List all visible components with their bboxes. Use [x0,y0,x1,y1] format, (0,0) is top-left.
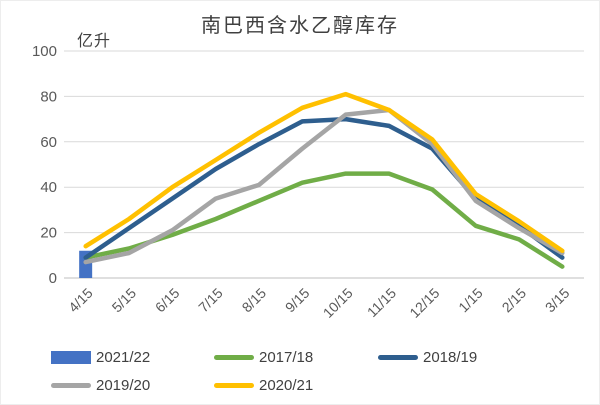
legend-label: 2020/21 [259,376,314,394]
legend-label: 2017/18 [259,348,314,366]
legend-swatch-2020/21 [214,382,254,388]
x-tick-label: 4/15 [65,285,96,316]
x-tick-label: 7/15 [195,285,226,316]
series-line-2019/20 [83,107,565,265]
series-line-2020/21 [83,91,565,254]
y-axis-unit-label: 亿升 [77,31,112,50]
legend-item-2020/21: 2020/21 [214,376,314,394]
legend-swatch-2017/18 [214,354,254,360]
x-tick-label: 9/15 [282,285,313,316]
x-tick-label: 6/15 [152,285,183,316]
chart-title: 南巴西含水乙醇库存 [201,13,399,37]
x-tick-label: 8/15 [239,285,270,316]
x-tick-label: 10/15 [320,285,356,321]
legend-swatch-2019/20 [51,382,91,388]
y-tick-label: 20 [40,225,57,242]
y-tick-label: 0 [49,270,57,287]
x-tick-label: 1/15 [455,285,486,316]
x-tick-label: 5/15 [109,285,140,316]
x-tick-label: 12/15 [406,285,442,321]
legend-item-2021/22: 2021/22 [51,348,151,366]
legend-swatch-2018/19 [378,354,418,360]
y-tick-label: 80 [40,88,57,105]
legend-item-2017/18: 2017/18 [214,348,314,366]
y-tick-label: 40 [40,179,57,196]
y-tick-label: 100 [32,43,57,60]
x-tick-label: 3/15 [542,285,573,316]
legend-label: 2018/19 [423,348,478,366]
plot-area: 0 20 40 60 80 100 4/15 5/15 6/15 7/15 8/15 9/15 10/1… [32,43,584,321]
legend-item-2018/19: 2018/19 [378,348,478,366]
legend-swatch-2021/22 [51,350,91,364]
y-tick-label: 60 [40,134,57,151]
x-tick-label: 2/15 [499,285,530,316]
legend-label: 2019/20 [96,376,151,394]
series-line-2017/18 [83,171,565,269]
x-tick-label: 11/15 [364,285,400,321]
legend-label: 2021/22 [96,348,151,366]
legend-item-2019/20: 2019/20 [51,376,151,394]
legend: 2021/22 2017/18 2018/19 2019/20 2020/21 [51,345,591,401]
